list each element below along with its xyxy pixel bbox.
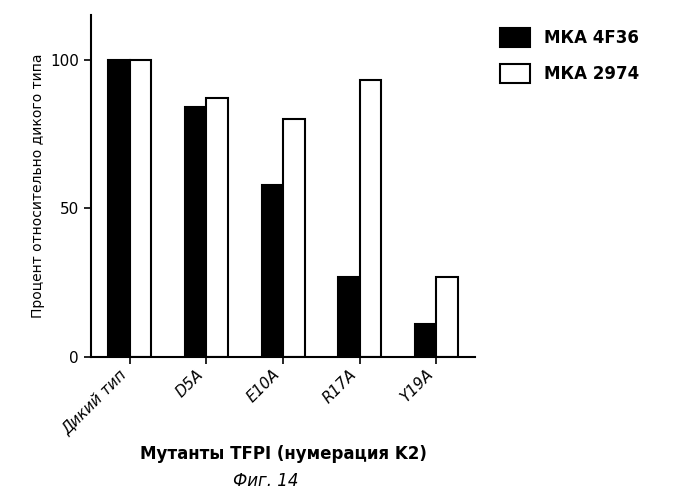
Bar (261, 185, 283, 357)
Bar (185, 107, 206, 357)
Bar (360, 80, 381, 357)
X-axis label: Мутанты TFPI (нумерация K2): Мутанты TFPI (нумерация K2) (140, 445, 426, 463)
Bar (130, 60, 151, 357)
Bar (415, 324, 436, 357)
Bar (283, 119, 305, 357)
Bar (108, 60, 130, 357)
Text: Фиг. 14: Фиг. 14 (233, 472, 298, 490)
Bar (436, 277, 458, 357)
Bar (338, 277, 360, 357)
Y-axis label: Процент относительно дикого типа: Процент относительно дикого типа (31, 54, 45, 318)
Bar (206, 98, 228, 357)
Legend: МКА 4F36, МКА 2974: МКА 4F36, МКА 2974 (495, 23, 644, 88)
